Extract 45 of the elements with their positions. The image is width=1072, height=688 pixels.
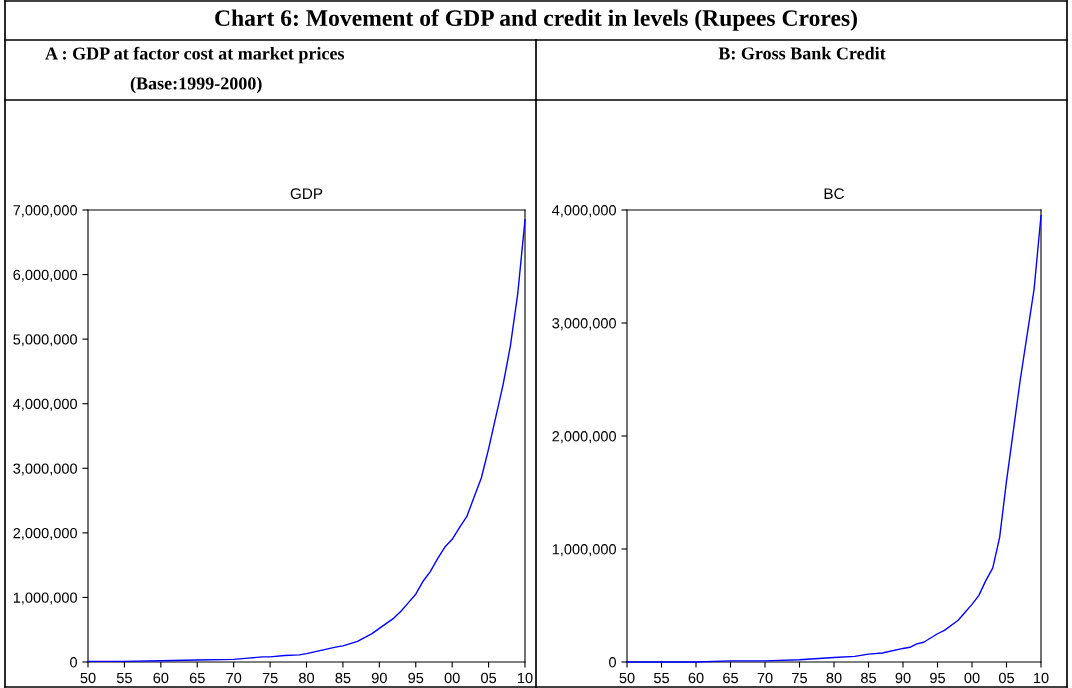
x-tick-label: 70 xyxy=(226,672,242,684)
x-tick-label: 10 xyxy=(1034,672,1049,684)
x-tick-label: 65 xyxy=(723,672,738,684)
x-tick-label: 75 xyxy=(262,672,278,684)
y-tick-label: 5,000,000 xyxy=(13,334,78,347)
x-tick-label: 90 xyxy=(371,672,387,684)
x-tick-label: 95 xyxy=(930,672,945,684)
x-tick-label: 80 xyxy=(826,672,842,684)
x-tick-label: 05 xyxy=(998,672,1014,684)
text: B: Gross Bank Credit xyxy=(718,46,886,60)
x-tick-label: 00 xyxy=(964,672,980,684)
text: A : GDP at factor cost at market prices xyxy=(45,46,345,64)
x-tick-label: 85 xyxy=(861,672,876,684)
y-tick-label: 1,000,000 xyxy=(13,592,78,605)
y-tick-label: 2,000,000 xyxy=(552,431,617,444)
y-tick-label: 2,000,000 xyxy=(13,527,78,541)
y-tick-label: 1,000,000 xyxy=(552,544,617,557)
y-tick-label: 3,000,000 xyxy=(13,463,78,476)
x-tick-label: 05 xyxy=(481,672,497,684)
y-tick-label: 4,000,000 xyxy=(552,205,617,218)
x-tick-label: 75 xyxy=(792,672,807,684)
x-tick-label: 70 xyxy=(757,672,773,684)
chart-title: BC xyxy=(824,188,845,200)
x-tick-label: 85 xyxy=(335,672,351,684)
x-tick-label: 00 xyxy=(444,672,460,684)
y-tick-label: 3,000,000 xyxy=(552,318,617,331)
x-tick-label: 90 xyxy=(895,672,911,684)
y-tick-label: 4,000,000 xyxy=(13,398,78,411)
x-tick-label: 55 xyxy=(116,672,132,684)
y-tick-label: 7,000,000 xyxy=(13,205,78,218)
caption: Chart 6: Movement of GDP and credit in levels (Rupees Crores) xyxy=(215,9,857,31)
y-tick-label: 0 xyxy=(609,657,617,668)
chart-title: GDP xyxy=(290,188,323,200)
x-tick-label: 60 xyxy=(688,672,704,684)
x-tick-label: 10 xyxy=(518,672,533,684)
x-tick-label: 50 xyxy=(80,672,96,684)
x-tick-label: 60 xyxy=(153,672,169,684)
text: (Base:1999-2000) xyxy=(130,76,262,94)
y-tick-label: 0 xyxy=(70,657,78,668)
x-tick-label: 55 xyxy=(653,672,669,684)
x-tick-label: 65 xyxy=(189,672,205,684)
x-tick-label: 95 xyxy=(408,672,424,684)
x-tick-label: 80 xyxy=(299,672,315,684)
x-tick-label: 50 xyxy=(619,672,635,684)
y-tick-label: 6,000,000 xyxy=(13,269,78,282)
